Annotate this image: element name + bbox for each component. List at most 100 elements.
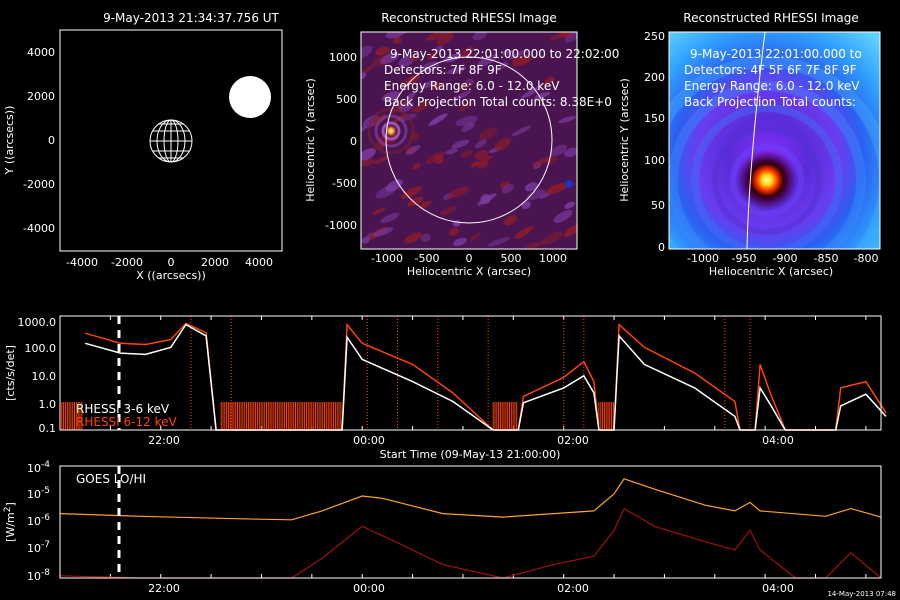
y-tick-label: 100 — [644, 154, 665, 167]
pattern-blob — [553, 210, 573, 223]
rhessi-yticks: 1000.0 100.0 10.0 1.0 0.1 — [18, 316, 57, 435]
pattern-blob — [562, 32, 577, 39]
legend-rhessi-high: RHESSI 6-12 keV — [76, 415, 177, 429]
x-tick-label: 04:00 — [762, 582, 794, 595]
pattern-blob — [544, 155, 557, 165]
series-line — [59, 478, 882, 521]
pattern-blob — [534, 91, 551, 99]
y-tick-label: 10-4 — [27, 460, 50, 475]
source-rings — [367, 107, 415, 155]
rhessi-lightcurve-plot — [59, 316, 887, 431]
panel1-ylabel: Y ((arcsecs)) — [3, 106, 16, 176]
goes-legend: GOES LO/HI — [76, 472, 146, 486]
x-tick-label: 1000 — [539, 252, 567, 265]
goes-xticks: 22:00 00:00 02:00 04:00 — [148, 582, 794, 595]
rhessi-xticks: 22:00 00:00 02:00 04:00 — [148, 434, 794, 447]
pattern-blob — [472, 32, 487, 41]
y-tick-label: 500 — [336, 93, 357, 106]
panel2-xticks: -1000 -500 0 500 1000 — [371, 252, 567, 265]
x-tick-label: 2000 — [201, 256, 229, 269]
pattern-blob — [419, 80, 436, 89]
pattern-blob — [458, 81, 473, 92]
pattern-blob — [447, 186, 470, 199]
pattern-blob — [434, 82, 444, 90]
panel2-time-range: 9-May-2013 22:01:00.000 to 22:02:00 — [390, 47, 619, 61]
pattern-blob — [474, 150, 489, 160]
pattern-blob — [564, 147, 577, 158]
pattern-blob — [453, 237, 467, 247]
pattern-blob — [558, 116, 576, 124]
pattern-blob — [564, 201, 576, 209]
pattern-blob — [373, 227, 394, 237]
pattern-blob — [523, 242, 539, 249]
pattern-blob — [420, 233, 431, 243]
pattern-blob — [425, 32, 447, 41]
rhessi-xlabel: Start Time (09-May-13 21:00:00) — [380, 448, 561, 461]
pattern-blob — [458, 100, 475, 112]
y-tick-label: 0 — [658, 241, 665, 254]
panel2-annotation: 9-May-2013 22:01:00.000 to 22:02:00 Dete… — [384, 47, 619, 109]
pattern-blob — [487, 237, 510, 247]
solar-limb — [385, 56, 553, 224]
y-tick-label: 1000.0 — [18, 316, 57, 329]
pattern-blob — [524, 182, 538, 192]
y-tick-label: 2000 — [27, 90, 55, 103]
pattern-blob — [380, 212, 400, 224]
y-tick-label: 10-6 — [27, 513, 50, 528]
pattern-blob — [501, 184, 514, 194]
pattern-blob — [502, 49, 513, 56]
goes-lightcurve-panel: 10-4 10-5 10-6 10-7 10-8 [W/m2] 22:00 00… — [3, 460, 896, 598]
pattern-blob — [476, 54, 498, 68]
pattern-blob — [375, 185, 397, 199]
sun-grid-globe — [149, 119, 193, 163]
pattern-blob — [427, 52, 437, 61]
x-tick-label: 500 — [501, 252, 522, 265]
pattern-blob — [503, 214, 517, 226]
pattern-blob — [509, 49, 528, 60]
pattern-blob — [361, 236, 370, 244]
pattern-blob — [526, 189, 546, 201]
panel2-detectors: Detectors: 7F 8F 9F — [384, 63, 502, 77]
pattern-blob — [361, 45, 373, 61]
pattern-blob — [405, 145, 421, 155]
x-tick-label: 00:00 — [353, 434, 385, 447]
pattern-blob — [520, 86, 541, 99]
series-line — [84, 322, 887, 431]
pattern-blob — [372, 207, 386, 215]
pattern-blob — [477, 160, 489, 169]
pattern-blob — [445, 148, 458, 155]
panel2-title: Reconstructed RHESSI Image — [381, 11, 556, 25]
pattern-blob — [428, 113, 448, 126]
pattern-blob — [375, 46, 390, 56]
x-tick-label: 02:00 — [557, 582, 589, 595]
x-tick-label: 4000 — [245, 256, 273, 269]
pattern-blob — [436, 32, 454, 46]
y-tick-label: 4000 — [27, 46, 55, 59]
panel1-context-map: 9-May-2013 21:34:37.756 UT -4000 -2000 0… — [3, 11, 283, 282]
panel2-yticks: 1000 500 0 -500 -1000 — [325, 51, 357, 232]
pattern-blob — [461, 149, 473, 158]
pattern-blob — [550, 144, 568, 156]
pattern-blob — [403, 232, 422, 244]
goes-lightcurve-plot — [59, 478, 882, 579]
pattern-blob — [536, 241, 546, 246]
y-tick-label: -500 — [332, 177, 357, 190]
x-tick-label: 0 — [466, 252, 473, 265]
pattern-blob — [361, 126, 368, 134]
pattern-blob — [434, 45, 443, 52]
panel1-xticks: -4000 -2000 0 2000 4000 — [66, 256, 273, 269]
pattern-blob — [385, 32, 409, 39]
panel3-rhessi-image: Reconstructed RHESSI Image 9-May-2013 22… — [618, 11, 881, 278]
panel2-rhessi-image: Reconstructed RHESSI Image 9-May-2013 22… — [304, 11, 619, 278]
panel3-method: Back Projection Total counts: — [684, 95, 856, 109]
series-line — [84, 323, 887, 431]
pattern-blob — [451, 139, 470, 149]
y-tick-label: -2000 — [23, 178, 55, 191]
pattern-blob — [409, 55, 419, 62]
panel3-yticks: 250 200 150 100 50 0 — [644, 30, 665, 254]
panel3-time-range: 9-May-2013 22:01:00.000 to — [690, 47, 862, 61]
flare-source — [385, 125, 397, 137]
panel3-annotation: 9-May-2013 22:01:00.000 to Detectors: 4F… — [684, 47, 862, 109]
pattern-blob — [461, 122, 475, 132]
goes-ylabel: [W/m2] — [3, 502, 17, 542]
